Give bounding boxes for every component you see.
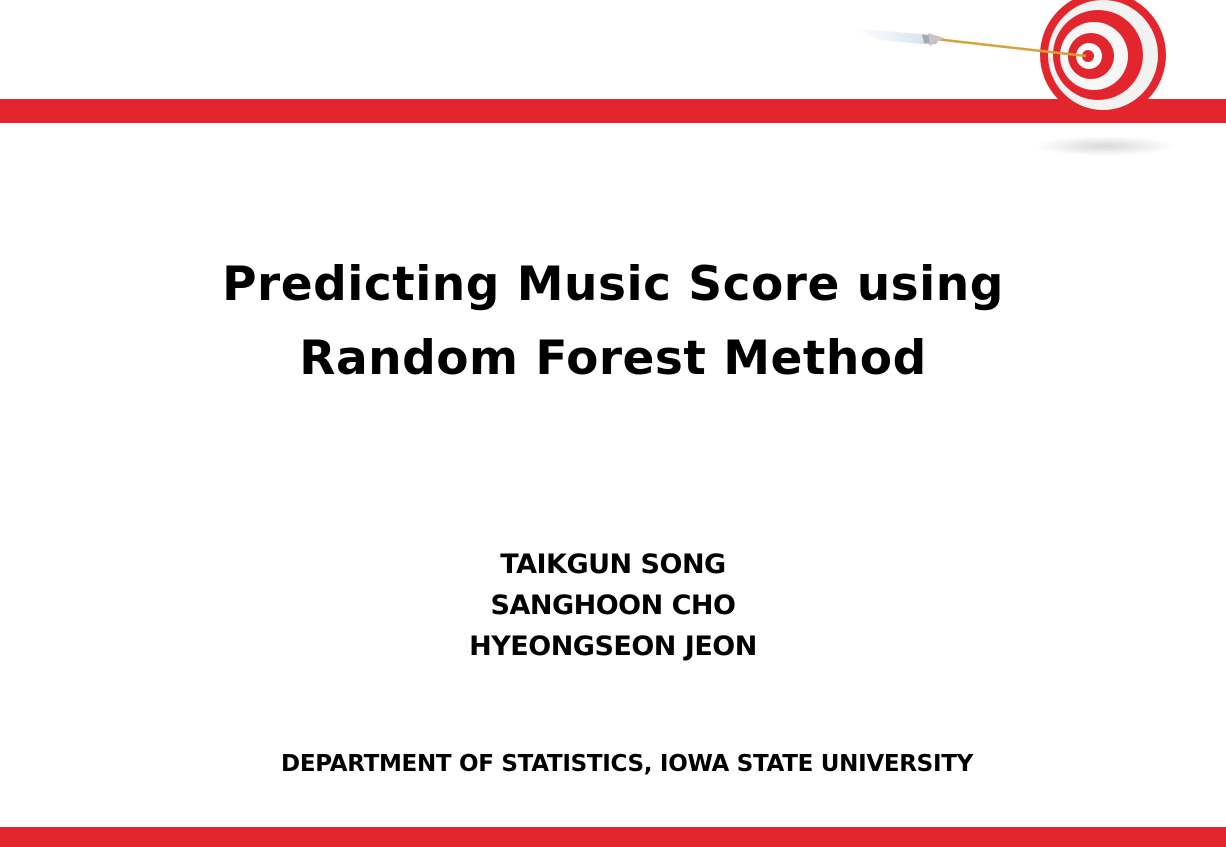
author-name: TAIKGUN SONG xyxy=(500,549,726,580)
top-accent-band xyxy=(0,99,1226,123)
affiliation: DEPARTMENT OF STATISTICS, IOWA STATE UNI… xyxy=(281,751,973,777)
bottom-accent-band xyxy=(0,827,1226,847)
author-list: TAIKGUN SONG SANGHOON CHO HYEONGSEON JEO… xyxy=(0,544,1226,667)
author-name: SANGHOON CHO xyxy=(490,590,736,621)
target-icon xyxy=(840,0,1180,160)
slide-title: Predicting Music Score using Random Fore… xyxy=(0,248,1226,396)
arrow-icon xyxy=(850,28,1087,58)
author-name: HYEONGSEON JEON xyxy=(469,631,757,662)
title-line-1: Predicting Music Score using xyxy=(222,257,1004,312)
title-line-2: Random Forest Method xyxy=(299,331,927,386)
